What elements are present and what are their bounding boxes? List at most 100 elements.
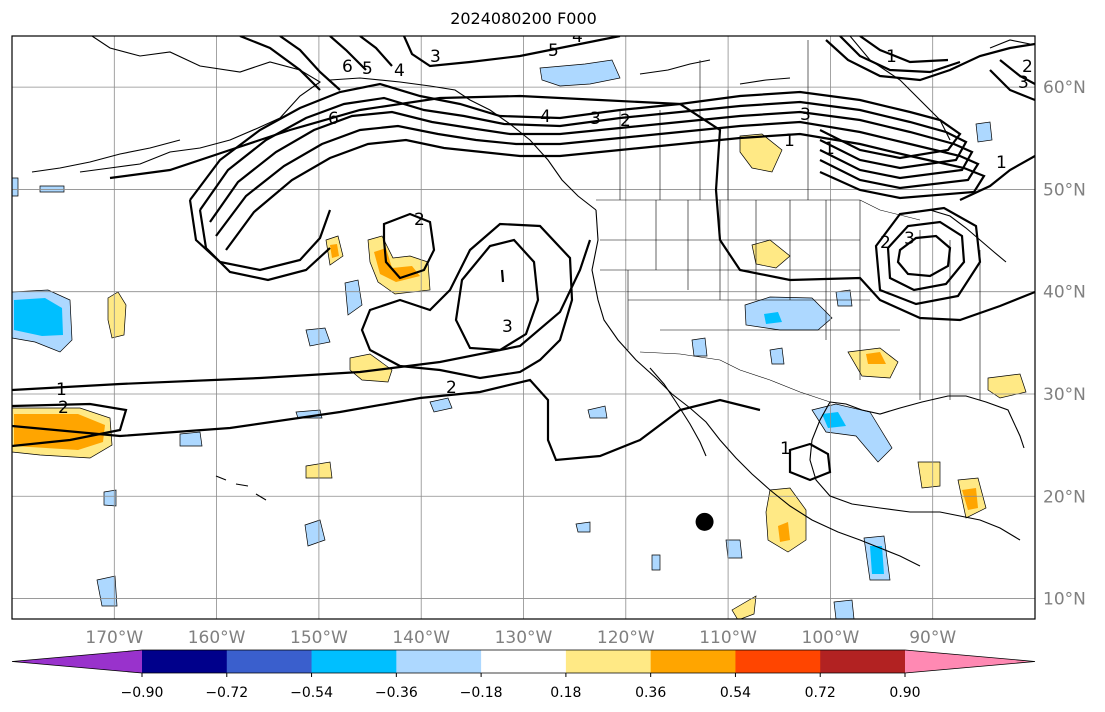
contour-2-loop-b	[360, 222, 574, 380]
anomaly-patch-b	[305, 327, 331, 347]
colorbar-tick-label: −0.36	[375, 685, 418, 701]
contour-label: 3	[590, 109, 601, 129]
anomaly-patch-cc	[651, 554, 661, 571]
lat-tick-label: 50°N	[1043, 180, 1086, 200]
contour-label: 6	[342, 57, 353, 77]
colorbar-extend-min	[12, 650, 142, 673]
colorbar-tick-label: 0.36	[635, 685, 666, 701]
coastlines	[31, 36, 1031, 567]
anomaly-patch-k	[103, 489, 117, 507]
alaska-coast	[79, 36, 597, 211]
location-marker	[695, 512, 714, 531]
contour-label: 4	[540, 107, 551, 127]
lat-tick-label: 20°N	[1043, 487, 1086, 507]
colorbar-bin	[226, 650, 313, 673]
anomaly-patch-l	[304, 519, 326, 547]
contour-label: 6	[328, 109, 339, 129]
anomaly-patch-i	[179, 431, 203, 447]
contour-label: 1	[824, 139, 835, 159]
anomaly-patch-mexico-core	[778, 522, 790, 542]
contour-label: 3	[502, 317, 513, 337]
lon-tick-label: 140°W	[392, 628, 450, 648]
arctic-coast	[639, 39, 1031, 85]
lat-tick-label: 60°N	[1043, 78, 1086, 98]
contour-label: 3	[430, 47, 441, 67]
contour-5-jet	[199, 96, 968, 211]
colorbar-tick-label: 0.72	[805, 685, 836, 701]
anomaly-patch-y	[917, 461, 941, 489]
gulf-coast	[829, 395, 1025, 449]
anomaly-patch-aa	[725, 539, 743, 559]
anomaly-patch-q	[751, 239, 791, 269]
colorbar-bin	[311, 650, 397, 673]
anomaly-patch-e	[344, 279, 363, 316]
lat-tick-label: 40°N	[1043, 283, 1086, 303]
contour-label: 1	[56, 380, 67, 400]
us-mexico-border	[639, 351, 831, 403]
anomaly-patch-d	[367, 235, 431, 295]
contour-2-left-loop	[12, 402, 128, 448]
contour-1-tick	[500, 269, 505, 283]
colorbar-bin	[735, 650, 821, 673]
hawaii	[215, 475, 267, 501]
hudson-bay	[849, 36, 951, 141]
contour-label: 1	[886, 47, 897, 67]
contour-low-great-lakes-3	[874, 206, 982, 306]
lon-tick-label: 120°W	[597, 628, 655, 648]
lon-tick-label: 160°W	[188, 628, 246, 648]
lon-tick-label: 90°W	[909, 628, 956, 648]
contour-label: 2	[880, 233, 891, 253]
anomaly-patch-o	[539, 59, 621, 87]
anomaly-patch-r	[744, 296, 833, 331]
axis-tick-labels: 170°W 160°W 150°W 140°W 130°W 120°W 110°W 100°W…	[85, 78, 1085, 648]
contour-northeast-right	[989, 59, 1035, 102]
anomaly-patch-r-core	[764, 312, 782, 324]
contour-1-east	[959, 155, 1035, 201]
anomaly-patch-ii	[39, 185, 65, 193]
baja-california	[649, 367, 707, 457]
contour-1-mexico	[788, 442, 832, 482]
contour-label: 2	[620, 111, 631, 131]
lon-tick-label: 150°W	[290, 628, 348, 648]
aleutians	[31, 139, 181, 173]
colorbar-tick-label: 0.90	[889, 685, 920, 701]
anomaly-patch-z-core	[962, 488, 978, 510]
contour-label: 2	[446, 378, 457, 398]
contour-low-great-lakes-2	[886, 220, 966, 292]
contours	[12, 36, 1035, 482]
lat-tick-label: 30°N	[1043, 385, 1086, 405]
contour-northeast	[825, 36, 1035, 82]
map-frame	[11, 35, 1036, 620]
canada-provinces	[619, 40, 809, 200]
colorbar-tick-label: −0.18	[460, 685, 503, 701]
contour-jet-west-hook	[188, 199, 332, 272]
anomaly-patch-t	[769, 347, 785, 365]
anomaly-patch-dd	[575, 521, 591, 533]
colorbar-bin	[396, 650, 482, 673]
anomaly-patch-ff	[833, 599, 855, 619]
contour-label: 1	[780, 439, 791, 459]
state-lines	[600, 200, 981, 400]
map-area: 1 2 2 2 3 4 5 6 6 4 5 4 3 2 1 1 1 2 3 1 …	[12, 27, 1035, 619]
contour-6-jet	[189, 82, 962, 201]
contour-label: 1	[784, 131, 795, 151]
contour-label: 4	[572, 27, 583, 47]
lon-tick-label: 100°W	[802, 628, 860, 648]
mexico-gulf	[809, 401, 1021, 541]
anomaly-patch-orange-left-core	[14, 414, 105, 450]
contour-label: 3	[1018, 73, 1029, 93]
lat-tick-label: 10°N	[1043, 590, 1086, 610]
anomaly-patch-h	[429, 397, 453, 413]
lon-tick-label: 170°W	[85, 628, 143, 648]
colorbar-tick-label: 0.54	[720, 685, 751, 701]
contour-label: 5	[548, 41, 559, 61]
contour-label: 3	[800, 105, 811, 125]
contour-1-wave	[109, 94, 1035, 322]
colorbar-tick-label: 0.18	[550, 685, 581, 701]
anomaly-patch-s	[691, 337, 708, 357]
anomaly-patch-mexico-coast	[765, 487, 807, 553]
contour-north-1	[239, 36, 621, 91]
us-canada-border	[596, 199, 921, 221]
colorbar-tick-label: −0.54	[290, 685, 333, 701]
